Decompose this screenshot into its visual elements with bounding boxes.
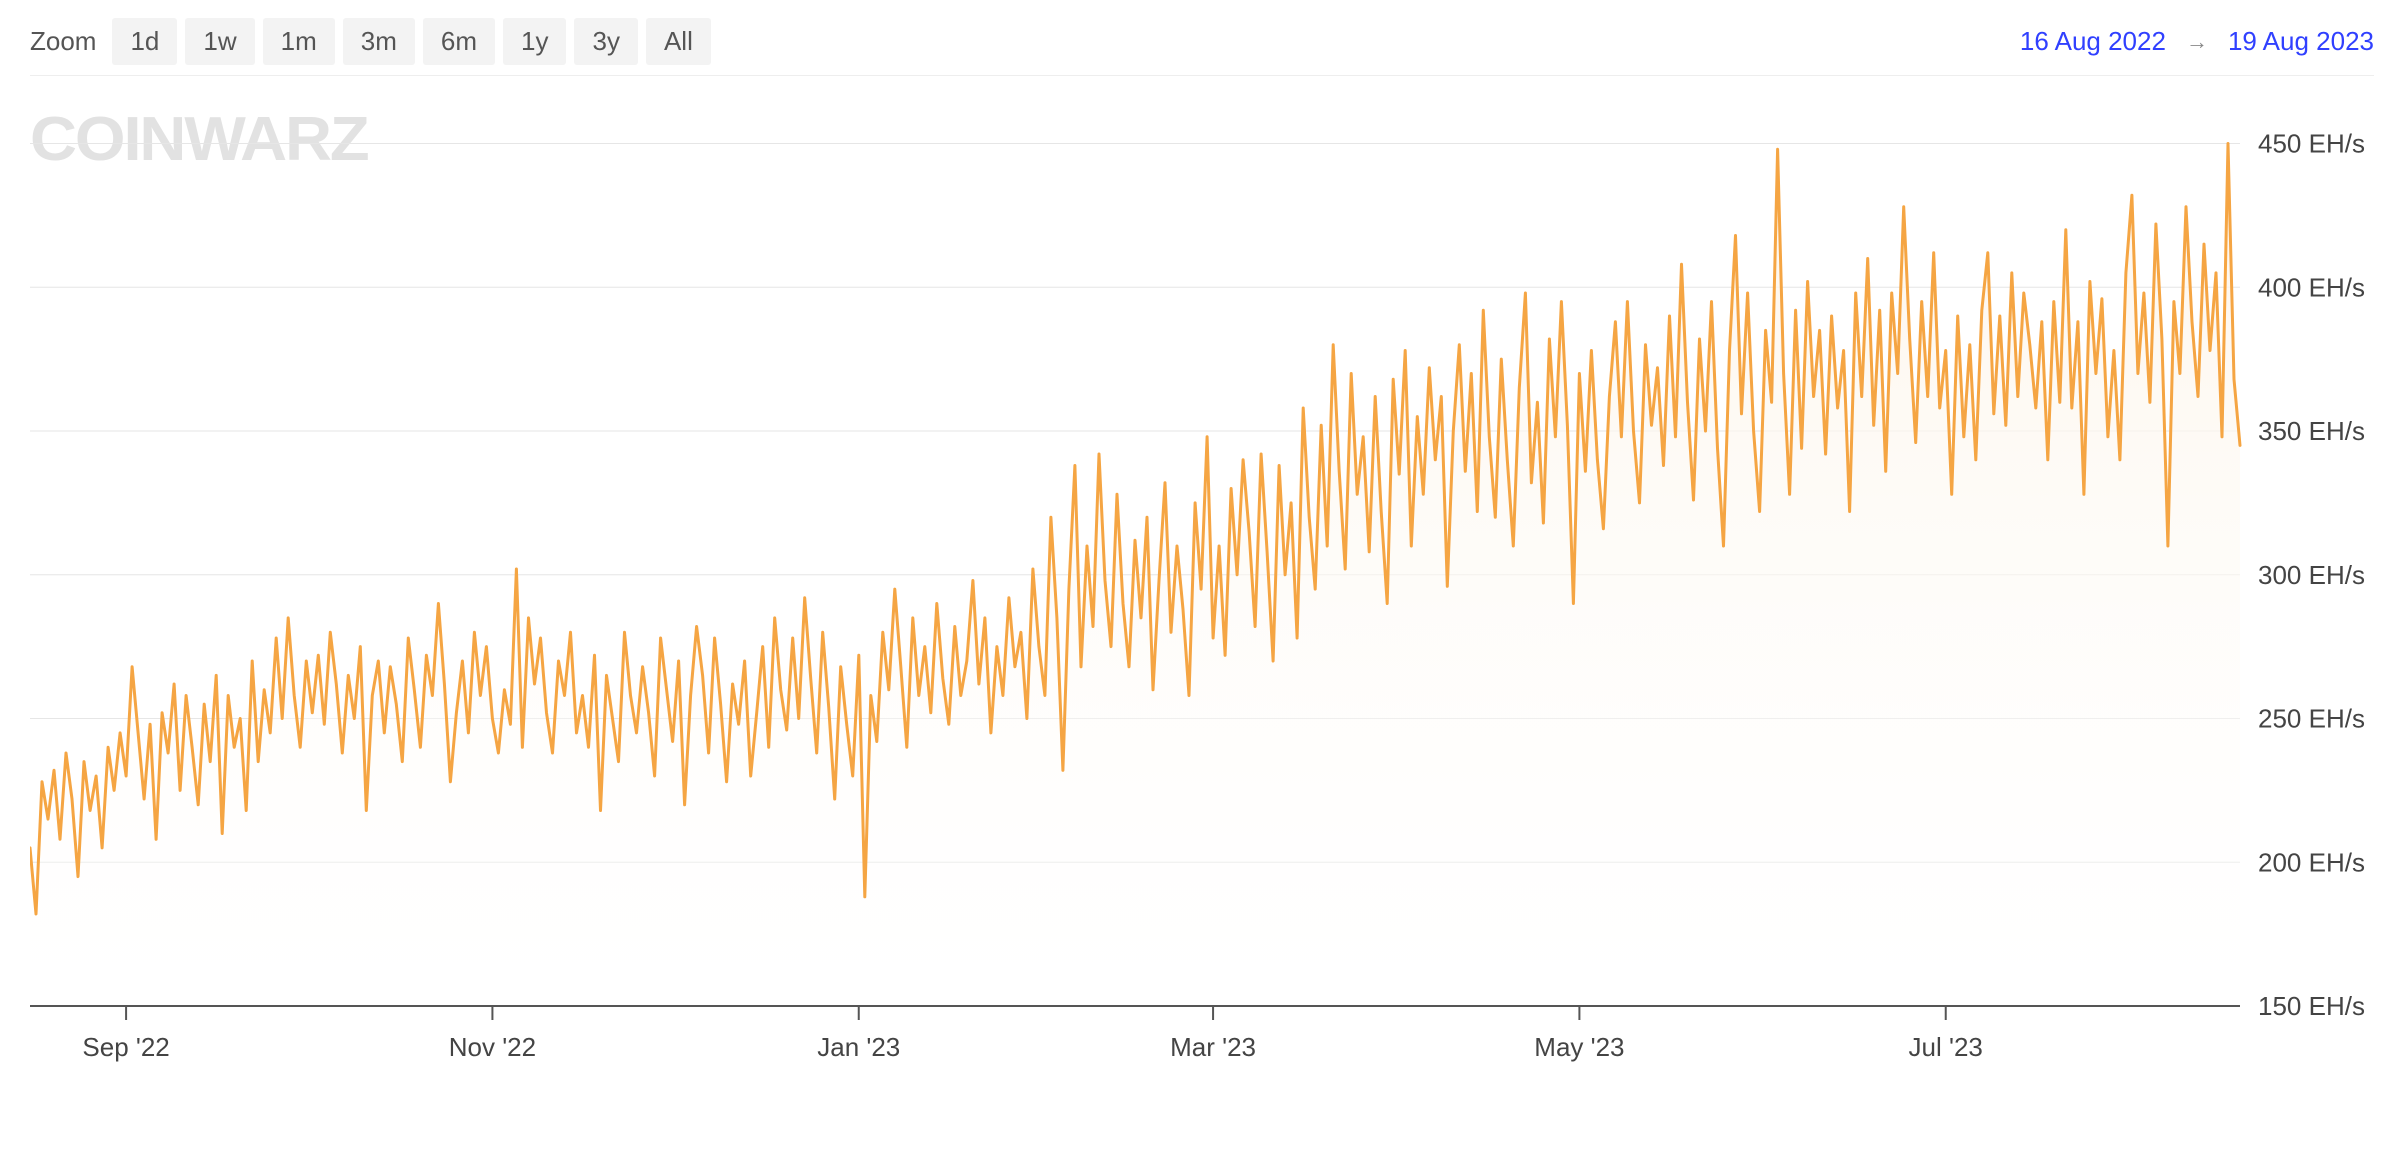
- date-from[interactable]: 16 Aug 2022: [2020, 26, 2166, 57]
- svg-text:Jan '23: Jan '23: [817, 1032, 900, 1062]
- zoom-label: Zoom: [30, 26, 96, 57]
- zoom-1w-button[interactable]: 1w: [185, 18, 254, 65]
- svg-text:200 EH/s: 200 EH/s: [2258, 847, 2365, 877]
- zoom-1d-button[interactable]: 1d: [112, 18, 177, 65]
- zoom-controls: Zoom 1d 1w 1m 3m 6m 1y 3y All: [30, 18, 711, 65]
- zoom-all-button[interactable]: All: [646, 18, 711, 65]
- svg-text:Jul '23: Jul '23: [1909, 1032, 1983, 1062]
- svg-text:May '23: May '23: [1534, 1032, 1624, 1062]
- zoom-3m-button[interactable]: 3m: [343, 18, 415, 65]
- zoom-1m-button[interactable]: 1m: [263, 18, 335, 65]
- svg-text:Mar '23: Mar '23: [1170, 1032, 1256, 1062]
- svg-text:350 EH/s: 350 EH/s: [2258, 416, 2365, 446]
- toolbar: Zoom 1d 1w 1m 3m 6m 1y 3y All 16 Aug 202…: [30, 20, 2374, 76]
- zoom-1y-button[interactable]: 1y: [503, 18, 566, 65]
- chart-svg: 150 EH/s 200 EH/s 250 EH/s 300 EH/s 350 EH/s…: [30, 86, 2374, 1106]
- svg-text:250 EH/s: 250 EH/s: [2258, 704, 2365, 734]
- svg-text:150 EH/s: 150 EH/s: [2258, 991, 2365, 1021]
- svg-text:300 EH/s: 300 EH/s: [2258, 560, 2365, 590]
- zoom-3y-button[interactable]: 3y: [574, 18, 637, 65]
- zoom-6m-button[interactable]: 6m: [423, 18, 495, 65]
- date-to[interactable]: 19 Aug 2023: [2228, 26, 2374, 57]
- svg-text:Sep '22: Sep '22: [82, 1032, 169, 1062]
- svg-text:400 EH/s: 400 EH/s: [2258, 272, 2365, 302]
- svg-text:Nov '22: Nov '22: [449, 1032, 536, 1062]
- chart-container: Zoom 1d 1w 1m 3m 6m 1y 3y All 16 Aug 202…: [0, 0, 2404, 1160]
- date-range: 16 Aug 2022 → 19 Aug 2023: [2020, 26, 2374, 57]
- svg-text:450 EH/s: 450 EH/s: [2258, 129, 2365, 159]
- date-arrow-icon: →: [2186, 29, 2208, 55]
- chart-area[interactable]: CoinWarz 150 EH/s200 EH/s250 EH/s300 EH/…: [30, 86, 2374, 1106]
